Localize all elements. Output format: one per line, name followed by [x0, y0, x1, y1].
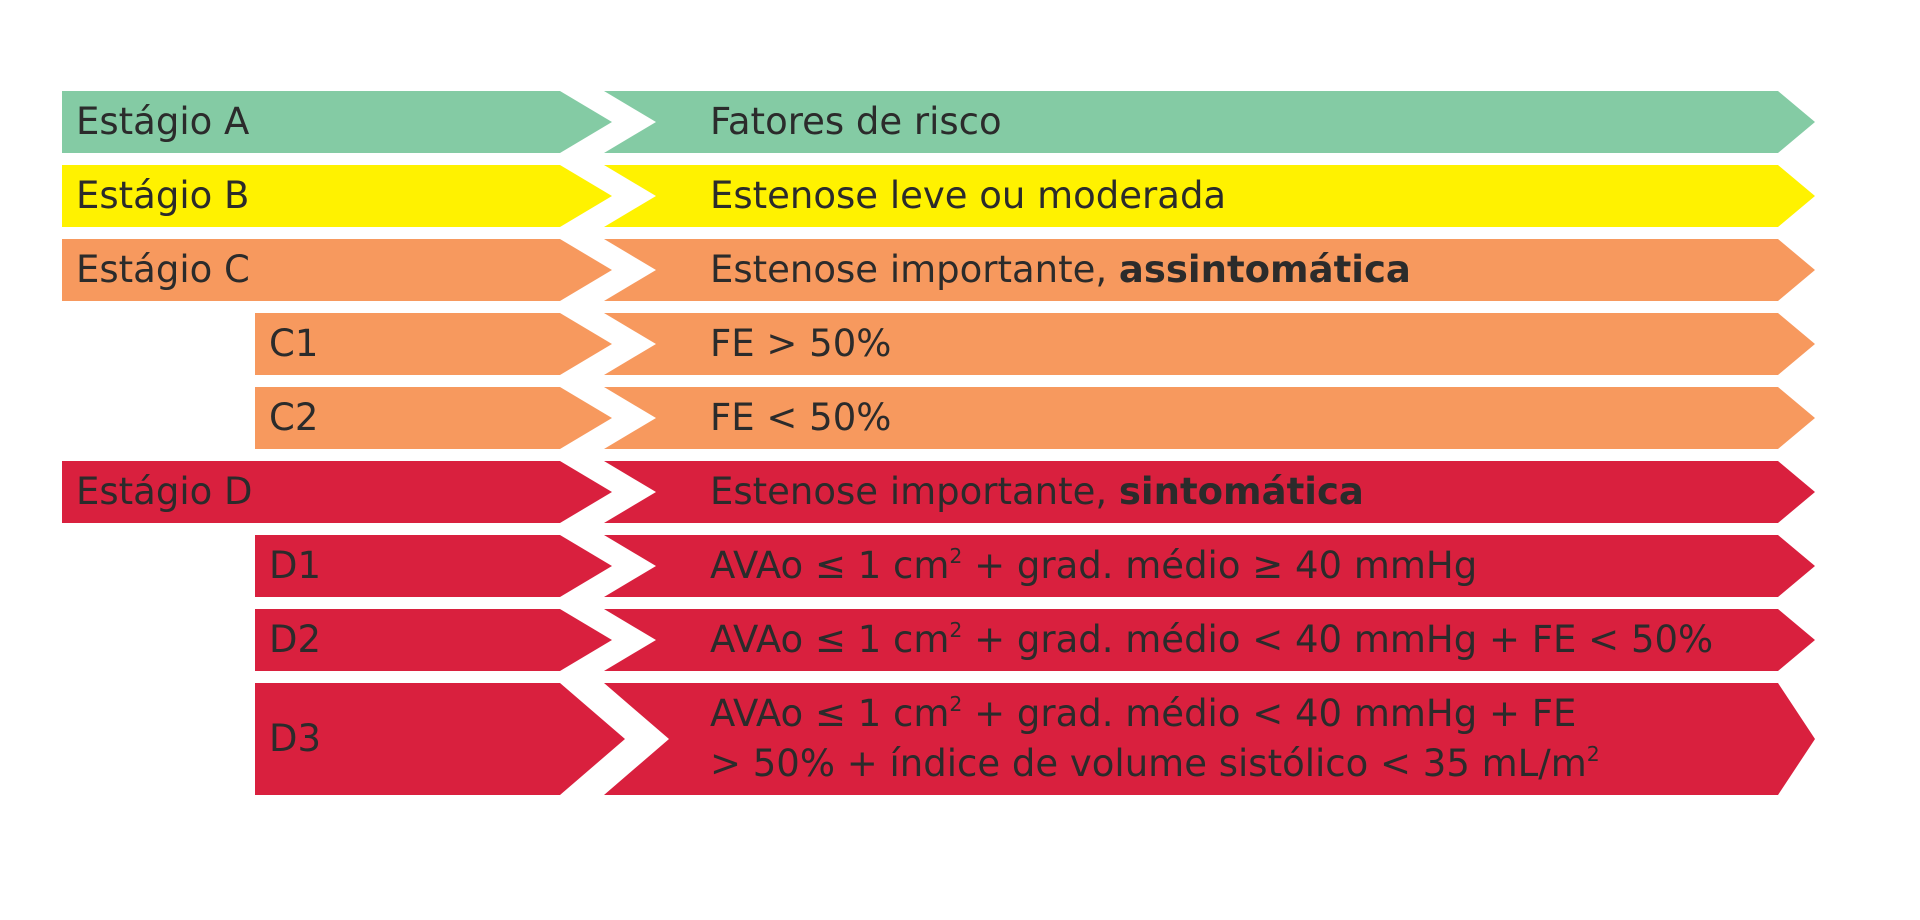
- superscript: 2: [949, 691, 963, 716]
- description-arrow-d2: [604, 609, 1815, 671]
- stage-label-d3: D3: [269, 717, 322, 760]
- description-label-c1: FE > 50%: [710, 319, 891, 369]
- text-part: Estenose leve ou moderada: [710, 174, 1227, 217]
- text-part: AVAo ≤ 1 cm: [710, 618, 950, 661]
- description-arrow-c2: [604, 387, 1815, 449]
- stage-label-d: Estágio D: [76, 470, 253, 513]
- stage-label-c2: C2: [269, 396, 319, 439]
- description-label-c: Estenose importante, assintomática: [710, 245, 1411, 295]
- description-arrow-d1: [604, 535, 1815, 597]
- bold-text: assintomática: [1118, 248, 1411, 291]
- text-part: + grad. médio < 40 mmHg + FE: [962, 692, 1577, 735]
- description-arrow-d: [604, 461, 1815, 523]
- stage-arrow-c1: [255, 313, 612, 375]
- text-part: Fatores de risco: [710, 100, 1002, 143]
- description-label-c2: FE < 50%: [710, 393, 891, 443]
- bold-text: sintomática: [1118, 470, 1364, 513]
- stage-arrow-c2: [255, 387, 612, 449]
- stage-label-d2: D2: [269, 618, 322, 661]
- description-label-a: Fatores de risco: [710, 97, 1002, 147]
- superscript: 2: [1586, 741, 1600, 766]
- text-part: + grad. médio < 40 mmHg + FE < 50%: [962, 618, 1714, 661]
- text-part: Estenose importante,: [710, 470, 1119, 513]
- stage-arrow-d: [62, 461, 612, 523]
- text-part: FE > 50%: [710, 322, 892, 365]
- description-arrow-b: [604, 165, 1815, 227]
- stage-arrow-d2: [255, 609, 612, 671]
- text-part: + grad. médio ≥ 40 mmHg: [962, 544, 1478, 587]
- superscript: 2: [949, 617, 963, 642]
- stage-label-b: Estágio B: [76, 174, 250, 217]
- stage-label-c: Estágio C: [76, 248, 250, 291]
- text-part: AVAo ≤ 1 cm: [710, 544, 950, 587]
- stage-label-a: Estágio A: [76, 100, 250, 143]
- text-part: Estenose importante,: [710, 248, 1119, 291]
- stage-arrow-a: [62, 91, 612, 153]
- stage-arrow-c: [62, 239, 612, 301]
- superscript: 2: [949, 543, 963, 568]
- description-label-b: Estenose leve ou moderada: [710, 171, 1226, 221]
- description-arrow-a: [604, 91, 1815, 153]
- description-arrow-d3: [604, 683, 1815, 795]
- description-label-d3: AVAo ≤ 1 cm2 + grad. médio < 40 mmHg + F…: [710, 689, 1600, 789]
- description-label-d: Estenose importante, sintomática: [710, 467, 1364, 517]
- stage-arrow-d1: [255, 535, 612, 597]
- description-label-d2: AVAo ≤ 1 cm2 + grad. médio < 40 mmHg + F…: [710, 615, 1713, 665]
- text-part: > 50% + índice de volume sistólico < 35 …: [710, 742, 1587, 785]
- description-label-d1: AVAo ≤ 1 cm2 + grad. médio ≥ 40 mmHg: [710, 541, 1477, 591]
- stage-label-c1: C1: [269, 322, 319, 365]
- stage-label-d1: D1: [269, 544, 322, 587]
- stage-arrow-b: [62, 165, 612, 227]
- description-arrow-c: [604, 239, 1815, 301]
- stage-arrow-d3: [255, 683, 625, 795]
- text-part: AVAo ≤ 1 cm: [710, 692, 950, 735]
- text-part: FE < 50%: [710, 396, 892, 439]
- description-arrow-c1: [604, 313, 1815, 375]
